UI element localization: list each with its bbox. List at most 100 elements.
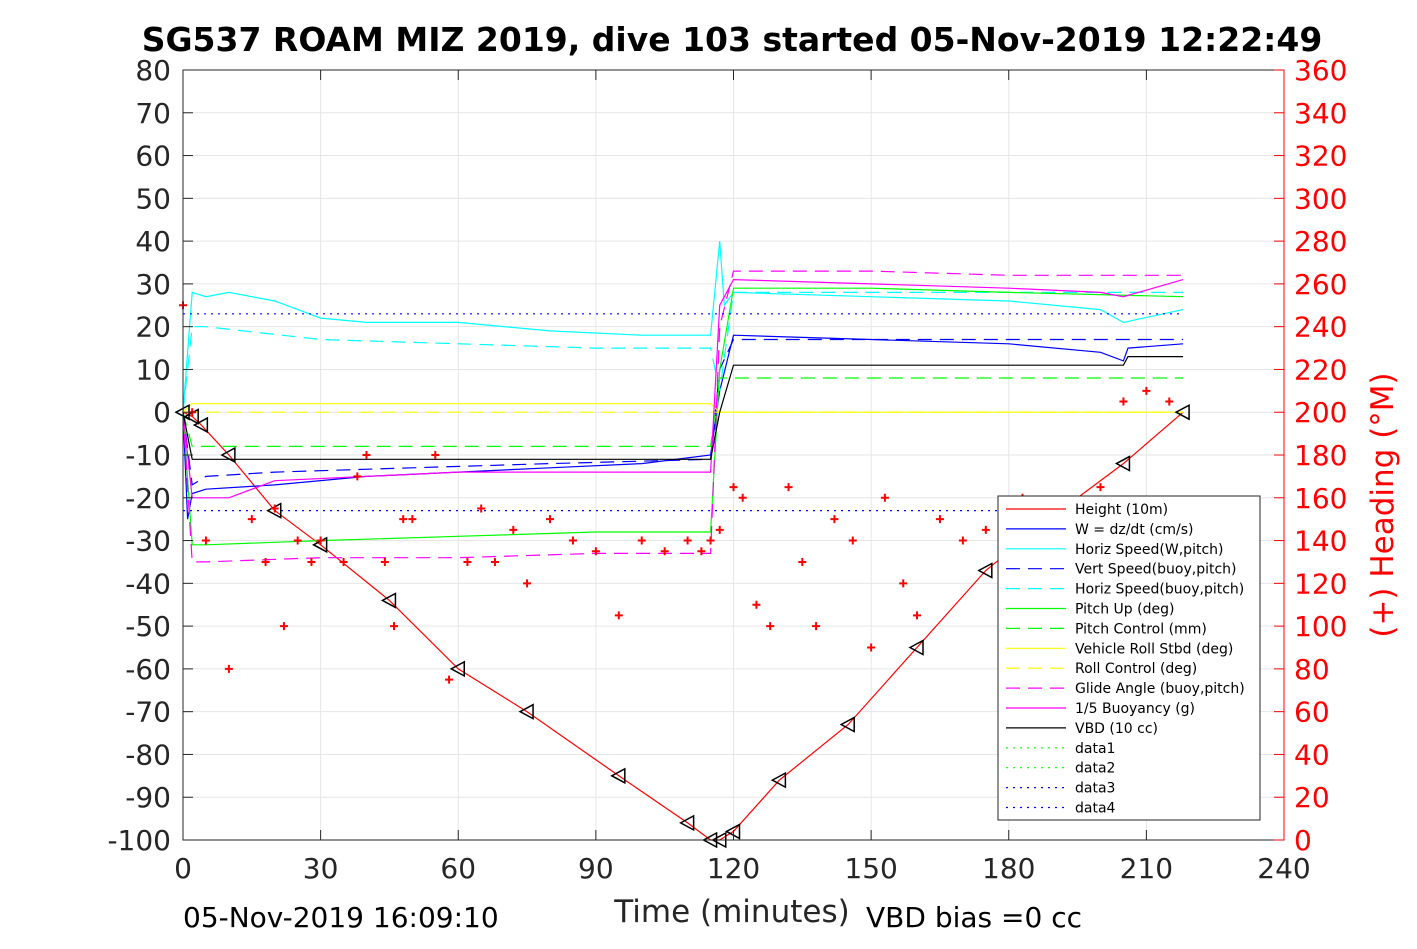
footer-vbd-bias: VBD bias =0 cc [866,901,1082,934]
heading-point [591,547,600,556]
x-tick-label: 90 [578,852,614,885]
series-line-11 [182,356,1184,460]
legend-label: data1 [1075,741,1115,757]
heading-point [353,472,362,481]
heading-point [697,547,706,556]
heading-point [715,525,724,534]
legend-items: Height (10m) W = dz/dt (cm/s) Horiz Speed(… [1006,502,1245,817]
y2-tick-label: 260 [1294,268,1347,301]
y-tick-label: -90 [125,781,171,814]
heading-point [201,536,210,545]
x-axis-label: Time (minutes) [613,894,849,930]
heading-point [958,536,967,545]
depth-marker [839,716,855,733]
legend: Height (10m) W = dz/dt (cm/s) Horiz Speed(… [997,495,1261,821]
depth-marker [679,814,695,832]
heading-point [867,643,876,652]
y2-tick-label: 360 [1294,54,1347,87]
legend-label: data3 [1075,781,1115,797]
legend-label: Horiz Speed(buoy,pitch) [1075,582,1244,598]
heading-point [279,622,288,631]
y-tick-label: 80 [135,54,171,87]
y-tick-label: -50 [125,610,171,643]
legend-label: W = dz/dt (cm/s) [1075,522,1194,538]
heading-point [316,536,325,545]
legend-label: Vehicle Roll Stbd (deg) [1075,641,1233,657]
depth-marker [380,592,397,609]
heading-point [490,557,499,566]
heading-point [766,622,775,631]
heading-point [362,451,371,459]
depth-marker [192,416,209,434]
heading-point [445,675,454,684]
heading-point [913,611,921,620]
depth-marker [770,771,787,789]
x-tick-label: 0 [174,852,192,885]
series-line-3 [182,338,1184,486]
heading-point [477,504,486,513]
y2-tick-label: 300 [1294,182,1347,215]
heading-point [307,557,316,566]
x-tick-label: 210 [1120,852,1173,885]
y-tick-label: 40 [135,225,171,258]
legend-label: data2 [1075,761,1115,777]
heading-point [224,664,233,673]
heading-point [812,622,821,631]
heading-point [683,536,692,545]
heading-point [523,579,532,588]
heading-point [935,515,944,524]
heading-point [798,557,807,566]
heading-point [390,622,399,631]
y2-tick-label: 120 [1294,567,1347,600]
series-line-2 [182,241,1184,413]
x-tick-label: 240 [1257,852,1310,885]
y2-axis-label: (+) Heading (°M) [1365,372,1401,637]
y-tick-label: -10 [125,439,171,472]
legend-label: Glide Angle (buoy,pitch) [1075,681,1245,697]
heading-point [293,536,302,545]
legend-box [997,495,1261,821]
heading-point [637,536,646,545]
y-tick-label: 70 [135,97,171,130]
y2-tick-label: 140 [1294,525,1347,558]
series-line-9 [182,270,1184,563]
y2-tick-label: 220 [1294,353,1347,386]
y2-tick-label: 200 [1294,396,1347,429]
series-line-0 [182,411,1184,841]
heading-point [270,504,279,513]
heading-point [729,483,738,492]
legend-label: Horiz Speed(W,pitch) [1075,542,1223,558]
heading-point [752,600,761,609]
legend-label: Vert Speed(buoy,pitch) [1075,562,1237,578]
y-tick-label: 10 [135,353,171,386]
y-tick-label: -20 [125,482,171,515]
y-tick-label: -60 [125,653,171,686]
tick-layer: 0 30 60 90 120 150 180 210 24080706050403020100-… [107,54,1347,885]
legend-label: data4 [1075,801,1116,817]
series-line-6 [182,377,1184,447]
y-tick-label: 30 [135,268,171,301]
y-tick-label: 0 [153,396,171,429]
heading-point [784,483,793,492]
y2-tick-label: 280 [1294,225,1347,258]
depth-marker [977,562,993,579]
depth-marker [518,703,534,720]
legend-label: Roll Control (deg) [1075,661,1197,677]
depth-marker [449,660,465,678]
y2-tick-label: 240 [1294,311,1347,344]
y-tick-label: -40 [125,567,171,600]
depth-marker [220,446,236,464]
y2-tick-label: 0 [1294,824,1312,857]
y2-tick-label: 20 [1294,781,1330,814]
heading-point [431,451,440,459]
heading-point [568,536,577,545]
y-tick-label: 50 [135,182,171,215]
legend-label: Pitch Up (deg) [1075,602,1174,618]
heading-point [880,493,889,502]
heading-point [546,515,554,524]
heading-point [1165,397,1174,406]
y-tick-label: -30 [125,525,171,558]
legend-label: VBD (10 cc) [1075,721,1158,737]
legend-label: Pitch Control (mm) [1075,621,1207,637]
heading-layer [179,301,1174,684]
